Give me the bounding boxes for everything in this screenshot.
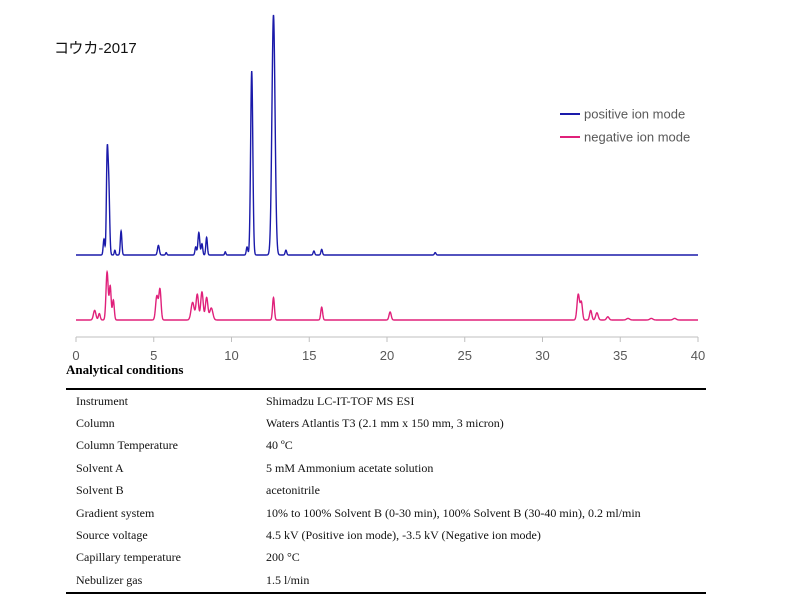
chart-title: コウカ-2017 <box>54 40 137 57</box>
condition-label: Solvent A <box>76 460 124 475</box>
condition-value: 1.5 l/min <box>266 572 310 587</box>
table-row: Source voltage 4.5 kV (Positive ion mode)… <box>66 524 706 546</box>
plot-area <box>76 14 698 321</box>
series-line-positive <box>76 14 698 256</box>
x-tick-label: 40 <box>691 348 705 363</box>
condition-label: Column <box>76 416 115 431</box>
condition-label: Source voltage <box>76 528 148 543</box>
table-row: Capillary temperature 200 °C <box>66 547 706 569</box>
table-row: Solvent B acetonitrile <box>66 480 706 502</box>
x-tick-label: 15 <box>302 348 316 363</box>
x-tick-label: 10 <box>224 348 238 363</box>
condition-label: Solvent B <box>76 483 124 498</box>
condition-label: Column Temperature <box>76 438 178 453</box>
x-tick-label: 20 <box>380 348 394 363</box>
x-axis-ticks: 0 5 10 15 20 25 30 35 40 <box>72 337 705 363</box>
table-row: Column Waters Atlantis T3 (2.1 mm x 150 m… <box>66 412 706 434</box>
condition-label: Capillary temperature <box>76 550 181 565</box>
condition-value: 40 ºC <box>266 438 293 453</box>
x-tick-label: 35 <box>613 348 627 363</box>
legend-label: negative ion mode <box>584 130 690 145</box>
x-tick-label: 30 <box>535 348 549 363</box>
conditions-heading: Analytical conditions <box>66 362 184 377</box>
condition-label: Gradient system <box>76 505 155 520</box>
table-row: Instrument Shimadzu LC-IT-TOF MS ESI <box>66 390 706 412</box>
condition-label: Nebulizer gas <box>76 572 143 587</box>
conditions-table: Instrument Shimadzu LC-IT-TOF MS ESI Colum… <box>66 388 706 594</box>
table-row: Nebulizer gas 1.5 l/min <box>66 569 706 591</box>
series-line-negative <box>76 269 698 321</box>
condition-label: Instrument <box>76 393 128 408</box>
table-row: Column Temperature 40 ºC <box>66 435 706 457</box>
x-tick-label: 25 <box>458 348 472 363</box>
condition-value: Waters Atlantis T3 (2.1 mm x 150 mm, 3 m… <box>266 416 504 431</box>
x-tick-label: 5 <box>150 348 157 363</box>
legend-label: positive ion mode <box>584 107 685 122</box>
table-row: Solvent A 5 mM Ammonium acetate solution <box>66 457 706 479</box>
x-tick-label: 0 <box>72 348 79 363</box>
condition-value: 10% to 100% Solvent B (0-30 min), 100% S… <box>266 505 641 520</box>
condition-value: acetonitrile <box>266 483 320 498</box>
condition-value: 5 mM Ammonium acetate solution <box>266 460 434 475</box>
condition-value: 4.5 kV (Positive ion mode), -3.5 kV (Neg… <box>266 528 541 543</box>
table-row: Gradient system 10% to 100% Solvent B (0-… <box>66 502 706 524</box>
chromatogram-chart: コウカ-2017 positive ion mode negative ion m… <box>54 14 705 363</box>
condition-value: 200 °C <box>266 550 300 565</box>
condition-value: Shimadzu LC-IT-TOF MS ESI <box>266 393 415 408</box>
legend: positive ion mode negative ion mode <box>560 107 690 145</box>
